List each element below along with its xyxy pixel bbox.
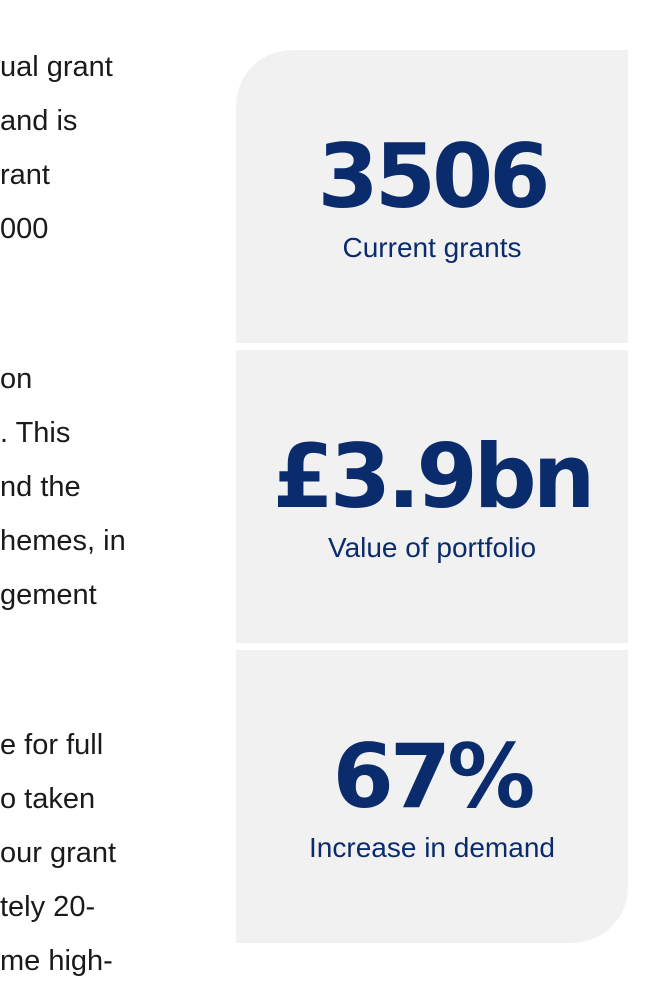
paragraph-line: gement bbox=[0, 579, 97, 611]
paragraph-line: o taken bbox=[0, 783, 96, 815]
stat-card-demand-increase: 67% Increase in demand bbox=[236, 650, 628, 943]
stat-label: Value of portfolio bbox=[327, 532, 537, 563]
paragraph-line: tely 20- bbox=[0, 891, 96, 923]
stat-value: 67% bbox=[332, 725, 536, 828]
body-text-column: ual grant and is rant 000 on . This nd t… bbox=[0, 0, 160, 986]
paragraph-line: our grant bbox=[0, 837, 117, 869]
paragraph-line: nd the bbox=[0, 471, 81, 503]
stat-card-portfolio-value: £3.9bn Value of portfolio bbox=[236, 350, 628, 643]
stats-panel: 3506 Current grants £3.9bn Value of port… bbox=[236, 50, 628, 943]
stat-card-current-grants: 3506 Current grants bbox=[236, 50, 628, 343]
body-paragraph: on . This nd the hemes, in gement bbox=[0, 352, 160, 622]
paragraph-line: 000 bbox=[0, 213, 49, 245]
paragraph-line: and is bbox=[0, 105, 78, 137]
paragraph-line: rant bbox=[0, 159, 50, 191]
paragraph-line: ual grant bbox=[0, 51, 113, 83]
stat-label: Current grants bbox=[342, 232, 522, 263]
paragraph-line: on bbox=[0, 363, 33, 395]
paragraph-line: . This bbox=[0, 417, 71, 449]
body-paragraph: ual grant and is rant 000 bbox=[0, 40, 160, 256]
stat-label: Increase in demand bbox=[309, 832, 555, 863]
paragraph-line: e for full bbox=[0, 729, 104, 761]
paragraph-line: hemes, in bbox=[0, 525, 126, 557]
paragraph-line: me high- bbox=[0, 945, 113, 977]
body-paragraph: e for full o taken our grant tely 20- me… bbox=[0, 718, 160, 986]
stat-value: £3.9bn bbox=[272, 425, 596, 528]
stat-value: 3506 bbox=[317, 125, 551, 228]
